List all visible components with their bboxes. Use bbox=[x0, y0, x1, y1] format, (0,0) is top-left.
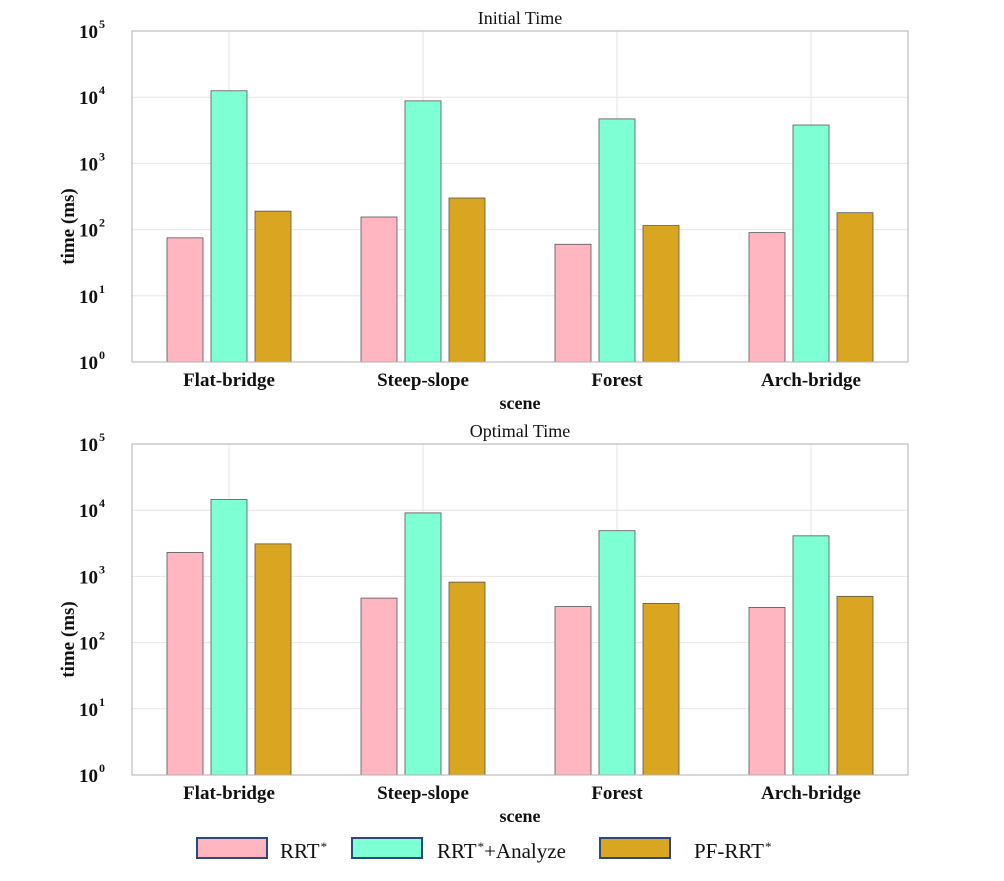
bar-0-2-1 bbox=[448, 197, 486, 363]
legend-label-base: PF-RRT bbox=[694, 839, 764, 863]
y-tick-exponent: 4 bbox=[99, 83, 105, 97]
y-tick-exponent: 0 bbox=[99, 761, 105, 775]
legend-label-base: RRT bbox=[437, 839, 477, 863]
bar-1-1-1 bbox=[404, 512, 442, 776]
legend-label-3: PF-RRT* bbox=[694, 839, 771, 864]
x-tick-label: Flat-bridge bbox=[183, 370, 275, 391]
bar-0-1-0 bbox=[210, 90, 248, 363]
x-tick-label: Steep-slope bbox=[377, 783, 469, 804]
y-tick-exponent: 3 bbox=[99, 562, 105, 576]
legend-label-sup: * bbox=[765, 839, 772, 854]
y-tick-label: 10 bbox=[79, 88, 98, 109]
bar-1-2-2 bbox=[642, 603, 680, 776]
legend-label-base: RRT bbox=[280, 839, 320, 863]
x-tick-label: Forest bbox=[591, 783, 643, 804]
y-tick-exponent: 3 bbox=[99, 149, 105, 163]
x-tick-label: Arch-bridge bbox=[761, 783, 861, 804]
bar-1-2-0 bbox=[254, 543, 292, 776]
legend-label-2: RRT*+Analyze bbox=[437, 839, 566, 864]
legend-swatch-3 bbox=[599, 837, 671, 859]
bar-1-1-2 bbox=[598, 530, 636, 776]
bar-1-0-3 bbox=[748, 607, 786, 776]
legend-swatch-2 bbox=[351, 837, 423, 859]
y-tick-label: 10 bbox=[79, 567, 98, 588]
y-tick-label: 10 bbox=[79, 221, 98, 242]
y-tick-exponent: 4 bbox=[99, 496, 105, 510]
y-tick-label: 10 bbox=[79, 154, 98, 175]
y-tick-label: 10 bbox=[79, 766, 98, 787]
plot-area-frame bbox=[131, 443, 909, 776]
y-tick-exponent: 2 bbox=[99, 629, 105, 643]
x-tick-label: Steep-slope bbox=[377, 370, 469, 391]
plot-area-frame bbox=[131, 30, 909, 363]
legend-label-1: RRT* bbox=[280, 839, 327, 864]
bar-0-0-2 bbox=[554, 243, 592, 363]
x-tick-label: Forest bbox=[591, 370, 643, 391]
bar-0-0-0 bbox=[166, 237, 204, 363]
y-axis-label: time (ms) bbox=[58, 188, 79, 265]
bar-0-1-3 bbox=[792, 124, 830, 363]
bar-0-1-2 bbox=[598, 118, 636, 363]
legend: RRT* RRT*+Analyze PF-RRT* bbox=[196, 837, 771, 864]
bar-0-0-3 bbox=[748, 232, 786, 363]
y-tick-label: 10 bbox=[79, 353, 98, 374]
x-axis-label: scene bbox=[500, 806, 541, 826]
bar-0-2-0 bbox=[254, 210, 292, 363]
bar-0-2-3 bbox=[836, 212, 874, 363]
y-axis-label: time (ms) bbox=[58, 601, 79, 678]
x-tick-label: Arch-bridge bbox=[761, 370, 861, 391]
y-tick-exponent: 1 bbox=[99, 282, 105, 296]
y-tick-exponent: 0 bbox=[99, 348, 105, 362]
y-tick-label: 10 bbox=[79, 287, 98, 308]
bar-1-1-3 bbox=[792, 535, 830, 776]
chart-title: Optimal Time bbox=[470, 421, 571, 441]
x-axis-label: scene bbox=[500, 393, 541, 413]
bar-1-2-1 bbox=[448, 581, 486, 776]
bar-0-2-2 bbox=[642, 225, 680, 363]
y-tick-exponent: 5 bbox=[99, 430, 105, 444]
y-tick-exponent: 1 bbox=[99, 695, 105, 709]
bar-1-0-0 bbox=[166, 552, 204, 776]
y-tick-label: 10 bbox=[79, 501, 98, 522]
legend-swatch-1 bbox=[196, 837, 268, 859]
y-tick-label: 10 bbox=[79, 22, 98, 43]
bar-1-0-1 bbox=[360, 597, 398, 776]
chart-title: Initial Time bbox=[478, 8, 563, 28]
bar-0-1-1 bbox=[404, 100, 442, 363]
y-tick-label: 10 bbox=[79, 634, 98, 655]
x-tick-label: Flat-bridge bbox=[183, 783, 275, 804]
legend-label-suffix: +Analyze bbox=[484, 839, 566, 863]
legend-label-sup: * bbox=[478, 839, 485, 854]
bar-1-1-0 bbox=[210, 499, 248, 776]
y-tick-exponent: 2 bbox=[99, 216, 105, 230]
y-tick-label: 10 bbox=[79, 700, 98, 721]
bar-0-0-1 bbox=[360, 216, 398, 363]
legend-label-sup: * bbox=[321, 839, 328, 854]
bar-1-0-2 bbox=[554, 606, 592, 776]
y-tick-label: 10 bbox=[79, 435, 98, 456]
y-tick-exponent: 5 bbox=[99, 17, 105, 31]
bar-1-2-3 bbox=[836, 595, 874, 776]
